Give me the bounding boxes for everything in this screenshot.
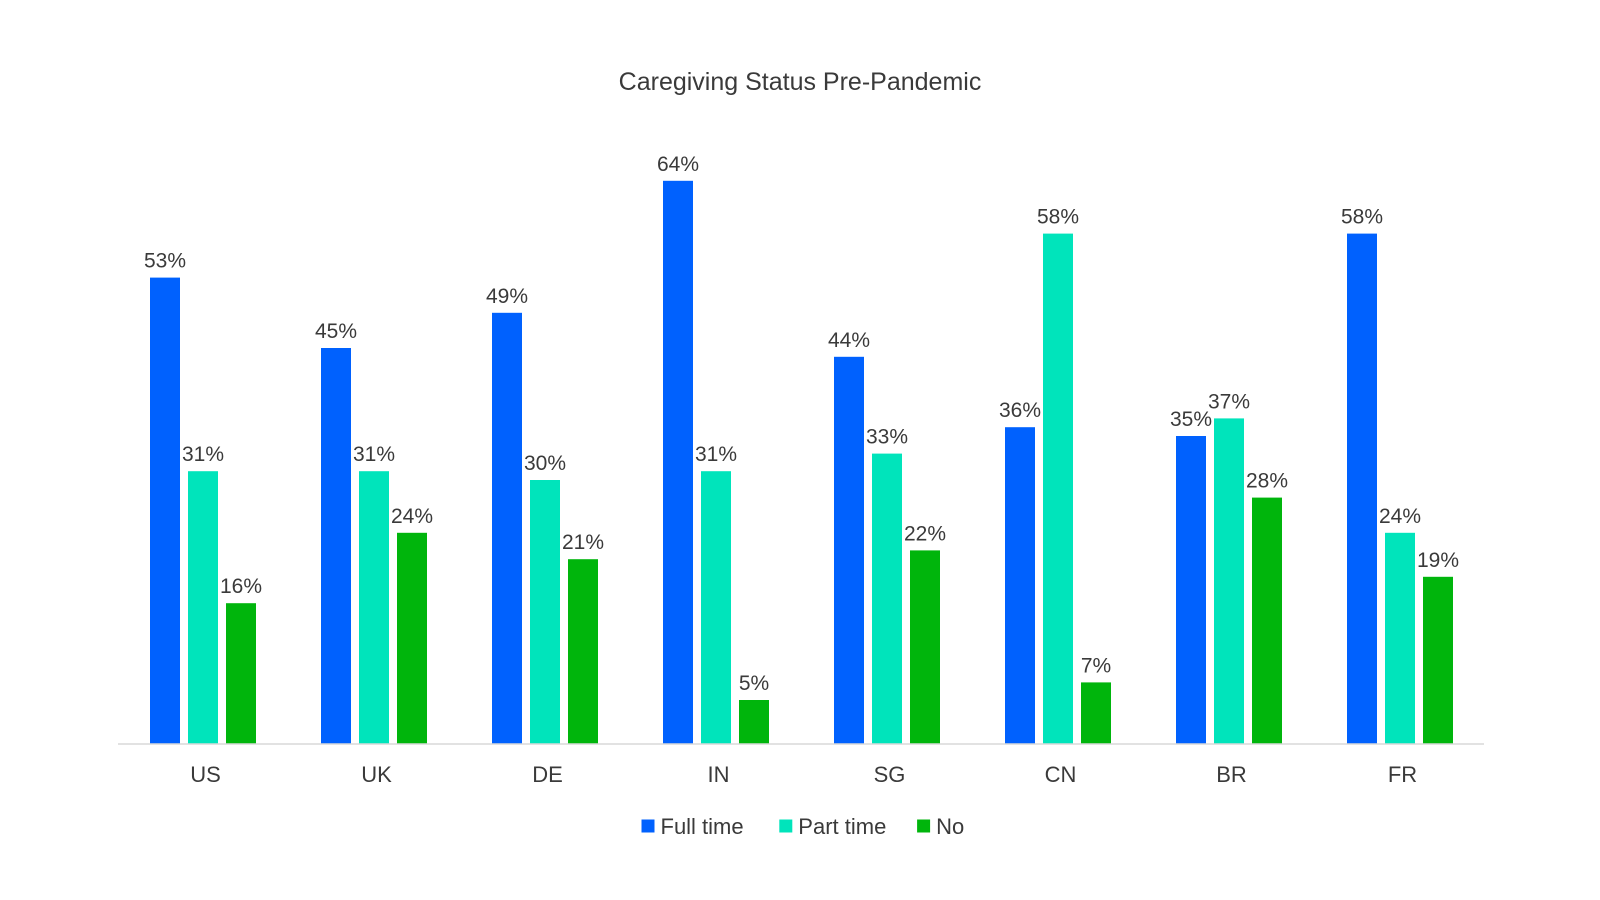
bar-us-full-time <box>150 277 180 744</box>
x-tick-label-cn: CN <box>1045 762 1077 787</box>
x-tick-label-in: IN <box>708 762 730 787</box>
bar-us-part-time <box>188 471 218 744</box>
data-label-sg-part-time: 33% <box>866 426 908 449</box>
x-tick-labels: US UK DE IN SG CN BR FR <box>190 762 1417 787</box>
data-label-br-no: 28% <box>1246 470 1288 493</box>
bar-sg-part-time <box>872 453 902 744</box>
x-tick-label-sg: SG <box>874 762 906 787</box>
x-tick-label-fr: FR <box>1388 762 1417 787</box>
data-label-cn-full-time: 36% <box>999 399 1041 422</box>
data-label-br-full-time: 35% <box>1170 408 1212 431</box>
bar-br-no <box>1252 497 1282 744</box>
bar-fr-full-time <box>1347 233 1377 744</box>
legend-item-part-time: Part time <box>779 814 886 839</box>
bar-fr-no <box>1423 576 1453 744</box>
bar-uk-no <box>397 532 427 744</box>
bar-in-part-time <box>701 471 731 744</box>
data-label-de-part-time: 30% <box>524 452 566 475</box>
data-label-us-no: 16% <box>220 575 262 598</box>
bar-cn-no <box>1081 682 1111 744</box>
x-tick-label-br: BR <box>1216 762 1247 787</box>
x-tick-label-de: DE <box>532 762 563 787</box>
legend-label: No <box>936 814 964 839</box>
bar-uk-part-time <box>359 471 389 744</box>
legend-item-full-time: Full time <box>641 814 744 839</box>
data-label-uk-full-time: 45% <box>315 320 357 343</box>
data-label-uk-part-time: 31% <box>353 443 395 466</box>
data-label-in-no: 5% <box>739 672 769 695</box>
legend-item-no: No <box>917 814 964 839</box>
data-label-fr-no: 19% <box>1417 549 1459 572</box>
bar-de-full-time <box>492 312 522 744</box>
bar-in-no <box>739 700 769 744</box>
bar-uk-full-time <box>321 348 351 744</box>
chart-title: Caregiving Status Pre-Pandemic <box>619 68 982 96</box>
legend-swatch <box>917 819 931 833</box>
legend-label: Full time <box>661 814 744 839</box>
bar-fr-part-time <box>1385 532 1415 744</box>
bar-sg-full-time <box>834 356 864 744</box>
bar-br-full-time <box>1176 436 1206 744</box>
data-label-cn-no: 7% <box>1081 654 1111 677</box>
bar-sg-no <box>910 550 940 744</box>
data-label-fr-full-time: 58% <box>1341 206 1383 229</box>
bar-br-part-time <box>1214 418 1244 744</box>
x-tick-label-us: US <box>190 762 221 787</box>
legend-swatch <box>641 819 655 833</box>
data-label-in-part-time: 31% <box>695 443 737 466</box>
bar-us-no <box>226 603 256 744</box>
data-labels-layer: 53% 31% 16% 45% 31% 24% 49% 30% 21% 64% 31% 5% 44% 33… <box>144 153 1459 695</box>
data-label-sg-no: 22% <box>904 522 946 545</box>
data-label-de-full-time: 49% <box>486 285 528 308</box>
bar-cn-full-time <box>1005 427 1035 744</box>
legend-swatch <box>779 819 793 833</box>
data-label-cn-part-time: 58% <box>1037 206 1079 229</box>
bar-de-part-time <box>530 480 560 744</box>
data-label-de-no: 21% <box>562 531 604 554</box>
legend: Full time Part time No <box>641 814 964 839</box>
data-label-uk-no: 24% <box>391 505 433 528</box>
bars-layer <box>150 180 1453 745</box>
data-label-us-full-time: 53% <box>144 250 186 273</box>
bar-de-no <box>568 559 598 744</box>
data-label-in-full-time: 64% <box>657 153 699 176</box>
bar-in-full-time <box>663 180 693 745</box>
bar-cn-part-time <box>1043 233 1073 744</box>
data-label-br-part-time: 37% <box>1208 390 1250 413</box>
data-label-sg-full-time: 44% <box>828 329 870 352</box>
data-label-fr-part-time: 24% <box>1379 505 1421 528</box>
legend-label: Part time <box>798 814 886 839</box>
data-label-us-part-time: 31% <box>182 443 224 466</box>
x-tick-label-uk: UK <box>361 762 392 787</box>
